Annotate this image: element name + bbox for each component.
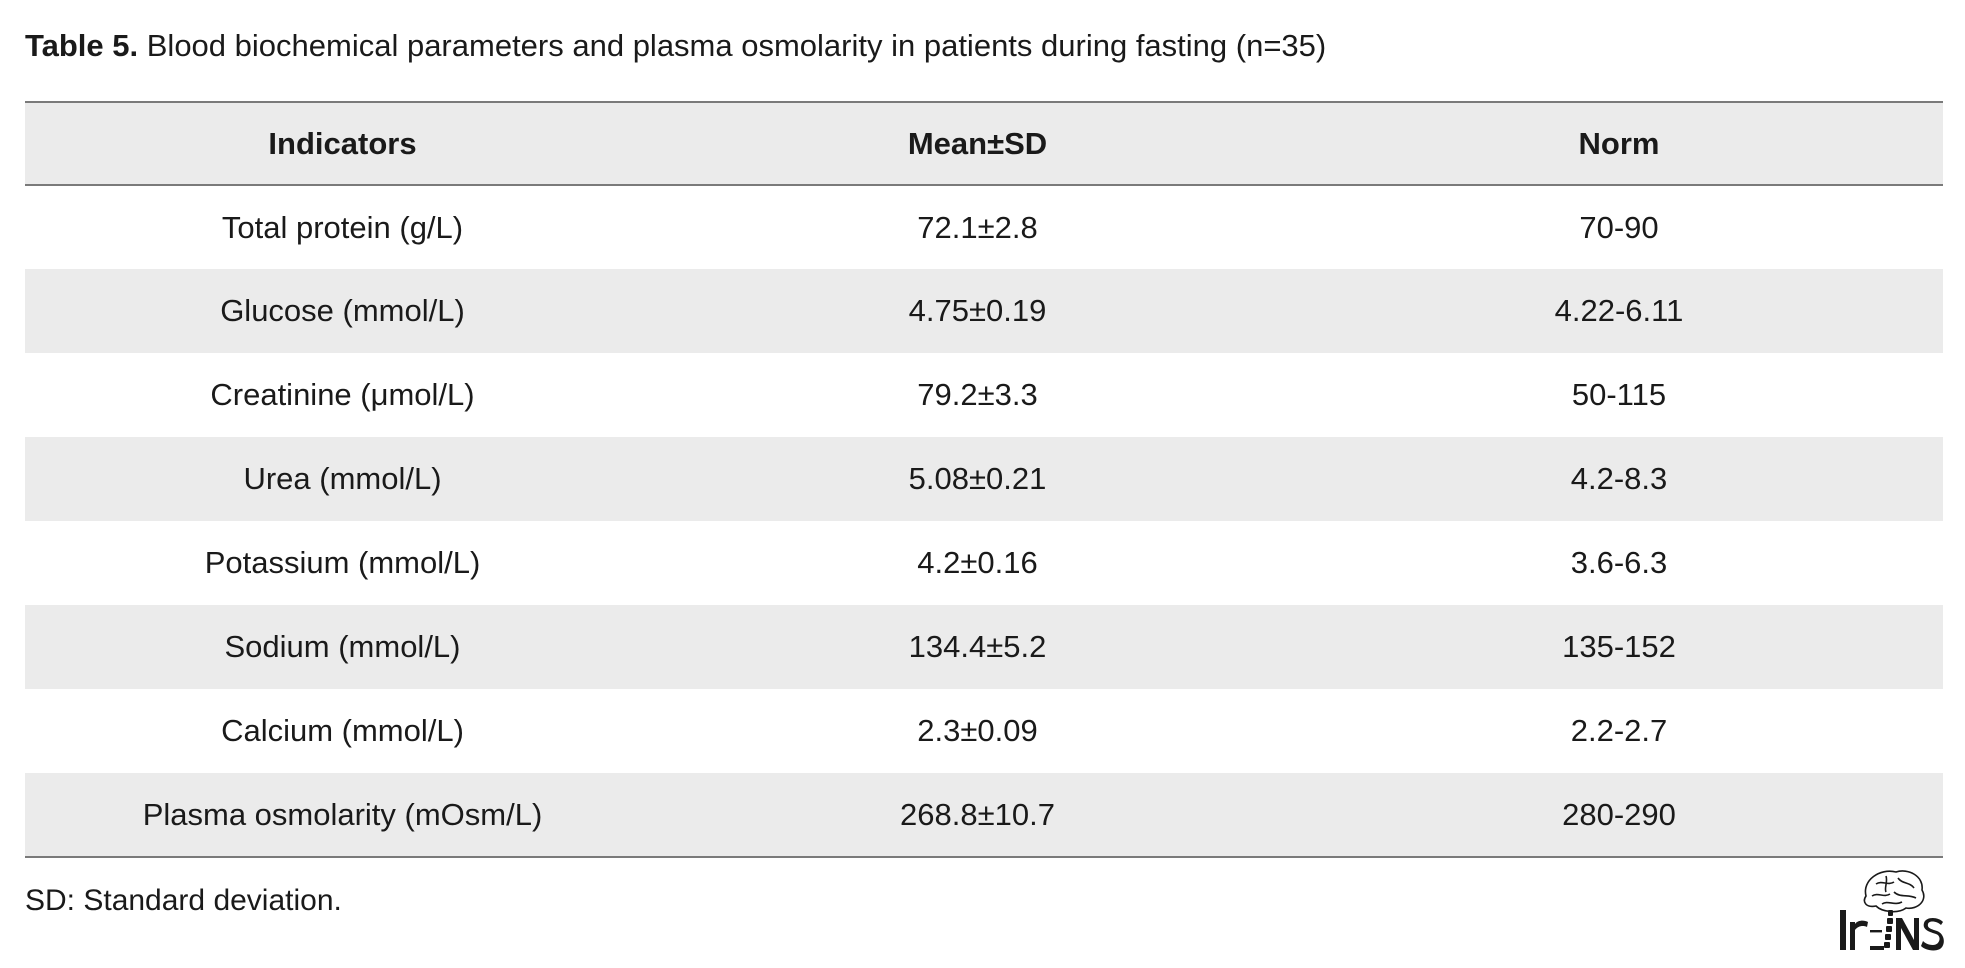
- table-caption: Table 5. Blood biochemical parameters an…: [25, 26, 1326, 66]
- cell-norm: 280-290: [1562, 796, 1676, 832]
- cell-mean-sd: 72.1±2.8: [917, 209, 1038, 245]
- table-row: Plasma osmolarity (mOsm/L) 268.8±10.7 28…: [25, 773, 1943, 857]
- table-caption-label: Table 5.: [25, 28, 139, 63]
- cell-mean-sd: 268.8±10.7: [900, 796, 1055, 832]
- table-row: Calcium (mmol/L) 2.3±0.09 2.2-2.7: [25, 689, 1943, 773]
- cell-mean-sd: 2.3±0.09: [917, 713, 1038, 748]
- data-table-container: Indicators Mean±SD Norm Total protein (g…: [25, 101, 1943, 858]
- table-row: Glucose (mmol/L) 4.75±0.19 4.22-6.11: [25, 269, 1943, 353]
- cell-mean-sd: 79.2±3.3: [917, 377, 1038, 412]
- cell-norm: 4.2-8.3: [1570, 461, 1668, 496]
- table-row: Creatinine (μmol/L) 79.2±3.3 50-115: [25, 353, 1943, 437]
- column-header-mean-sd: Mean±SD: [907, 125, 1048, 161]
- column-header-norm: Norm: [1578, 125, 1660, 161]
- cell-norm: 4.22-6.11: [1554, 293, 1684, 328]
- cell-mean-sd: 5.08±0.21: [908, 461, 1047, 496]
- cell-norm: 3.6-6.3: [1570, 545, 1668, 580]
- table-row: Potassium (mmol/L) 4.2±0.16 3.6-6.3: [25, 521, 1943, 605]
- table-header: Indicators Mean±SD Norm: [25, 102, 1943, 185]
- cell-indicator: Total protein (g/L): [221, 209, 464, 245]
- table-header-row: Indicators Mean±SD Norm: [25, 102, 1943, 185]
- table-row: Total protein (g/L) 72.1±2.8 70-90: [25, 185, 1943, 269]
- cell-mean-sd: 4.2±0.16: [917, 545, 1038, 580]
- cell-norm: 2.2-2.7: [1570, 713, 1668, 748]
- cell-indicator: Urea (mmol/L): [243, 461, 442, 496]
- cell-indicator: Creatinine (μmol/L): [210, 377, 475, 412]
- cell-norm: 135-152: [1562, 629, 1676, 664]
- column-header-indicators: Indicators: [268, 125, 417, 161]
- cell-mean-sd: 134.4±5.2: [908, 629, 1047, 664]
- table-body: Total protein (g/L) 72.1±2.8 70-90 Gluco…: [25, 185, 1943, 857]
- table-row: Sodium (mmol/L) 134.4±5.2 135-152: [25, 605, 1943, 689]
- table-row: Urea (mmol/L) 5.08±0.21 4.2-8.3: [25, 437, 1943, 521]
- cell-indicator: Calcium (mmol/L): [221, 713, 464, 748]
- table-footnote: SD: Standard deviation.: [25, 884, 342, 917]
- cell-norm: 70-90: [1579, 209, 1659, 245]
- cell-norm: 50-115: [1571, 377, 1667, 412]
- table-caption-text: Blood biochemical parameters and plasma …: [138, 28, 1327, 63]
- cell-indicator: Glucose (mmol/L): [220, 293, 465, 328]
- data-table: Indicators Mean±SD Norm Total protein (g…: [25, 101, 1943, 858]
- cell-indicator: Plasma osmolarity (mOsm/L): [142, 796, 543, 832]
- cell-indicator: Sodium (mmol/L): [224, 629, 461, 664]
- cell-mean-sd: 4.75±0.19: [908, 293, 1047, 328]
- irjns-brain-logo-icon: [1836, 866, 1946, 952]
- cell-indicator: Potassium (mmol/L): [204, 545, 481, 580]
